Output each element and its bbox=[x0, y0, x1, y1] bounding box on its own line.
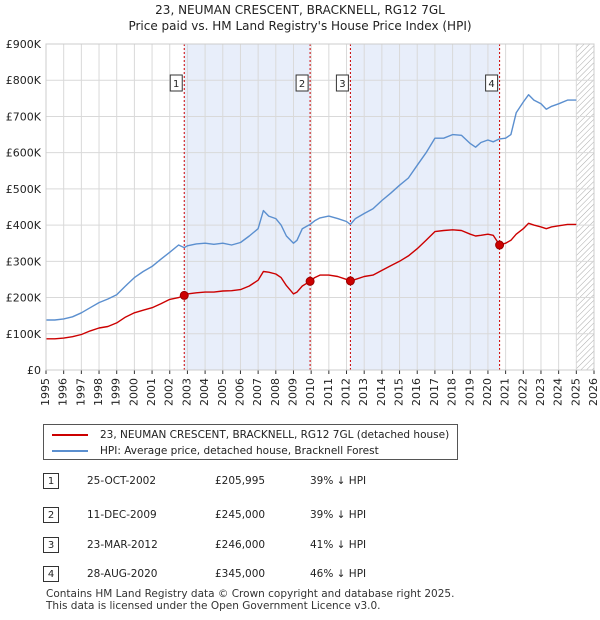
hpi-line bbox=[46, 93, 577, 321]
x-tick-label: 2022 bbox=[516, 378, 529, 406]
price-chart: 1 2 3 4 £0 £100K £200K £300K £400K £500K £600K £70… bbox=[6, 38, 600, 406]
y-tick-label: £0 bbox=[27, 364, 41, 377]
x-tick-label: 1996 bbox=[57, 378, 70, 406]
x-tick-label: 2003 bbox=[180, 378, 193, 406]
plot-area bbox=[46, 44, 594, 370]
sale-point bbox=[495, 240, 505, 250]
x-tick-label: 2020 bbox=[481, 378, 494, 406]
y-tick-label: £900K bbox=[6, 38, 42, 51]
sale-label-box bbox=[295, 74, 309, 92]
y-tick-label: £400K bbox=[6, 219, 42, 232]
x-tick-label: 2012 bbox=[340, 378, 353, 406]
x-tick-label: 2011 bbox=[322, 378, 335, 406]
y-tick-label: £200K bbox=[6, 292, 42, 305]
x-tick-label: 2000 bbox=[127, 378, 140, 406]
transaction-price: £245,000 bbox=[215, 509, 266, 521]
legend-swatch-property bbox=[52, 434, 88, 436]
legend-item-property: 23, NEUMAN CRESCENT, BRACKNELL, RG12 7GL… bbox=[52, 427, 449, 443]
transaction-date: 28-AUG-2020 bbox=[87, 568, 158, 580]
transaction-price: £205,995 bbox=[215, 475, 266, 487]
transaction-badge: 2 bbox=[43, 507, 59, 523]
y-tick-label: £100K bbox=[6, 328, 42, 341]
x-tick-label: 2019 bbox=[463, 378, 476, 406]
footer: Contains HM Land Registry data © Crown c… bbox=[46, 588, 454, 612]
x-tick-label: 2005 bbox=[216, 378, 229, 406]
x-tick-label: 2017 bbox=[428, 378, 441, 406]
x-tick-label: 2021 bbox=[499, 378, 512, 406]
x-tick-label: 2015 bbox=[393, 378, 406, 406]
x-tick-label: 2008 bbox=[269, 378, 282, 406]
x-tick-label: 2007 bbox=[251, 378, 264, 406]
transaction-delta: 39% ↓ HPI bbox=[310, 475, 367, 487]
x-tick-label: 2001 bbox=[145, 378, 158, 406]
footer-copyright: Contains HM Land Registry data © Crown c… bbox=[46, 588, 455, 600]
footer-licence: This data is licensed under the Open Gov… bbox=[46, 600, 381, 612]
transaction-badge: 3 bbox=[43, 537, 59, 553]
x-tick-label: 2026 bbox=[587, 378, 600, 406]
sale-point bbox=[305, 276, 315, 286]
x-tick-label: 2018 bbox=[446, 378, 459, 406]
x-tick-label: 1999 bbox=[110, 378, 123, 406]
x-tick-label: 1998 bbox=[92, 378, 105, 406]
transaction-date: 11-DEC-2009 bbox=[87, 509, 157, 521]
x-tick-label: 2013 bbox=[357, 378, 370, 406]
sale-point bbox=[345, 276, 355, 286]
x-tick-label: 2009 bbox=[286, 378, 299, 406]
chart-subtitle: Price paid vs. HM Land Registry's House … bbox=[128, 19, 472, 33]
x-tick-label: 2023 bbox=[534, 378, 547, 406]
x-tick-label: 2025 bbox=[569, 378, 582, 406]
y-tick-label: £600K bbox=[6, 147, 42, 160]
y-tick-label: £500K bbox=[6, 183, 42, 196]
legend-label-hpi: HPI: Average price, detached house, Brac… bbox=[100, 445, 379, 457]
x-tick-label: 2014 bbox=[375, 378, 388, 406]
legend: 23, NEUMAN CRESCENT, BRACKNELL, RG12 7GL… bbox=[43, 424, 458, 460]
transaction-date: 23-MAR-2012 bbox=[87, 539, 158, 551]
chart-title: 23, NEUMAN CRESCENT, BRACKNELL, RG12 7GL bbox=[155, 3, 445, 17]
x-tick-label: 1995 bbox=[39, 378, 52, 406]
legend-label-property: 23, NEUMAN CRESCENT, BRACKNELL, RG12 7GL… bbox=[100, 429, 450, 441]
sale-label-box bbox=[335, 74, 349, 92]
x-tick-label: 2016 bbox=[410, 378, 423, 406]
transaction-price: £246,000 bbox=[215, 539, 266, 551]
x-tick-label: 2006 bbox=[233, 378, 246, 406]
transaction-badge: 4 bbox=[43, 566, 59, 582]
x-tick-label: 1997 bbox=[74, 378, 87, 406]
legend-swatch-hpi bbox=[52, 450, 88, 452]
transaction-delta: 39% ↓ HPI bbox=[310, 509, 367, 521]
y-tick-label: £800K bbox=[6, 74, 42, 87]
y-tick-label: £700K bbox=[6, 110, 42, 123]
x-tick-label: 2024 bbox=[552, 378, 565, 406]
transaction-delta: 41% ↓ HPI bbox=[310, 539, 367, 551]
transaction-delta: 46% ↓ HPI bbox=[310, 568, 367, 580]
sale-label-number: 3 bbox=[339, 79, 345, 90]
x-tick-label: 2010 bbox=[304, 378, 317, 406]
legend-item-hpi: HPI: Average price, detached house, Brac… bbox=[52, 443, 379, 459]
forecast-hatch bbox=[576, 44, 594, 370]
sale-label-box bbox=[169, 74, 183, 92]
shaded-period bbox=[184, 44, 311, 370]
sale-label-number: 1 bbox=[173, 79, 179, 90]
y-tick-label: £300K bbox=[6, 255, 42, 268]
transaction-price: £345,000 bbox=[215, 568, 266, 580]
sale-label-number: 4 bbox=[488, 79, 494, 90]
sale-point bbox=[179, 290, 189, 300]
transaction-date: 25-OCT-2002 bbox=[87, 475, 156, 487]
x-tick-label: 2004 bbox=[198, 378, 211, 406]
sale-label-number: 2 bbox=[299, 79, 305, 90]
sale-label-box bbox=[485, 74, 499, 92]
shaded-period bbox=[350, 44, 500, 370]
transaction-badge: 1 bbox=[43, 473, 59, 489]
x-tick-label: 2002 bbox=[163, 378, 176, 406]
plot-border bbox=[45, 43, 595, 371]
